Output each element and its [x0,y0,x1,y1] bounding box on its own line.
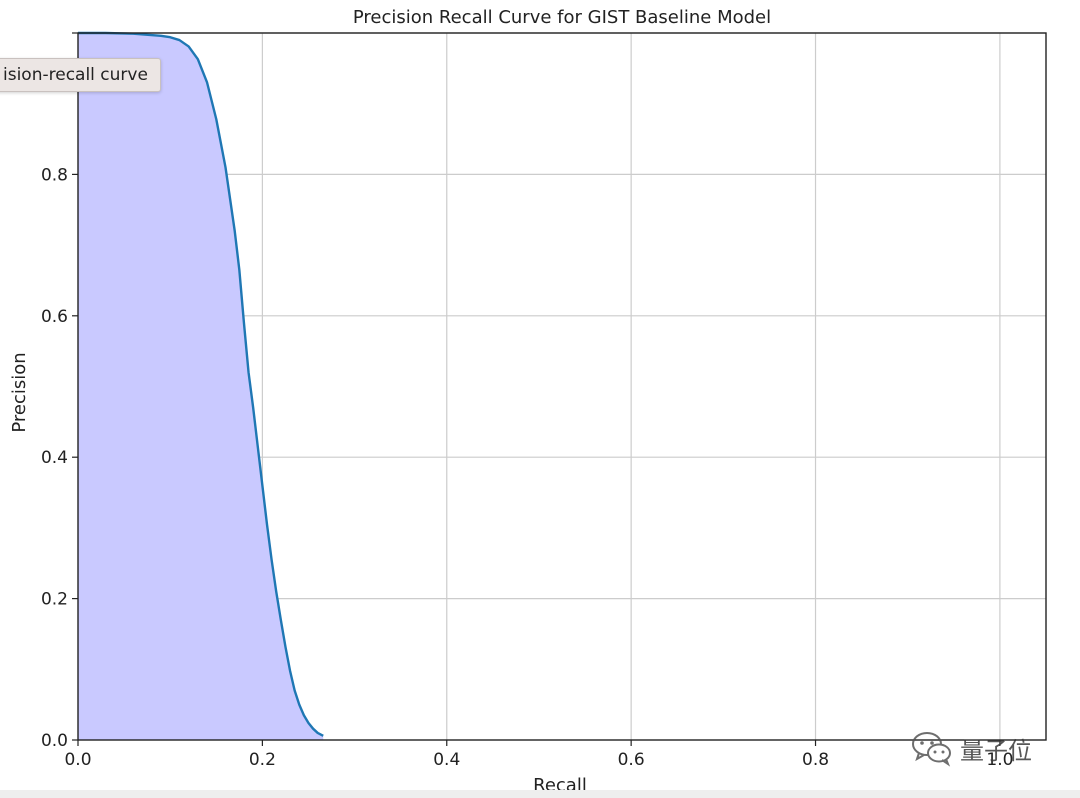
x-tick-label: 0.6 [618,750,645,770]
pr-curve-line[interactable] [78,31,324,737]
ticks: 0.0 0.2 0.4 0.6 0.8 1.0 0.0 0.2 0.4 0.6 0.8 [41,32,1013,770]
x-tick-label: 0.8 [802,750,829,770]
y-tick-label: 0.4 [41,448,68,468]
series-tooltip: ision-recall curve [0,58,161,92]
wechat-icon [912,732,951,767]
plot-frame [77,32,1047,741]
watermark-text: 量子位 [960,736,1032,765]
x-tick-label: 0.4 [433,750,460,770]
chart-title: Precision Recall Curve for GIST Baseline… [353,7,771,28]
x-tick-label: 1.0 [986,750,1013,770]
y-tick-label: 0.8 [41,165,68,185]
y-axis-label: Precision [9,352,30,432]
pr-area-fill [78,33,324,740]
x-tick-label: 0.2 [249,750,276,770]
area-layer [78,31,324,740]
axes-frame [77,32,1047,741]
window-bottom-strip [0,790,1080,798]
x-tick-label: 0.0 [64,750,91,770]
y-tick-label: 0.6 [41,307,68,327]
watermark: 量子位 [910,726,1032,770]
y-tick-label: 0.2 [41,590,68,610]
tooltip-text: ision-recall curve [3,65,148,85]
y-tick-label: 0.0 [41,731,68,751]
